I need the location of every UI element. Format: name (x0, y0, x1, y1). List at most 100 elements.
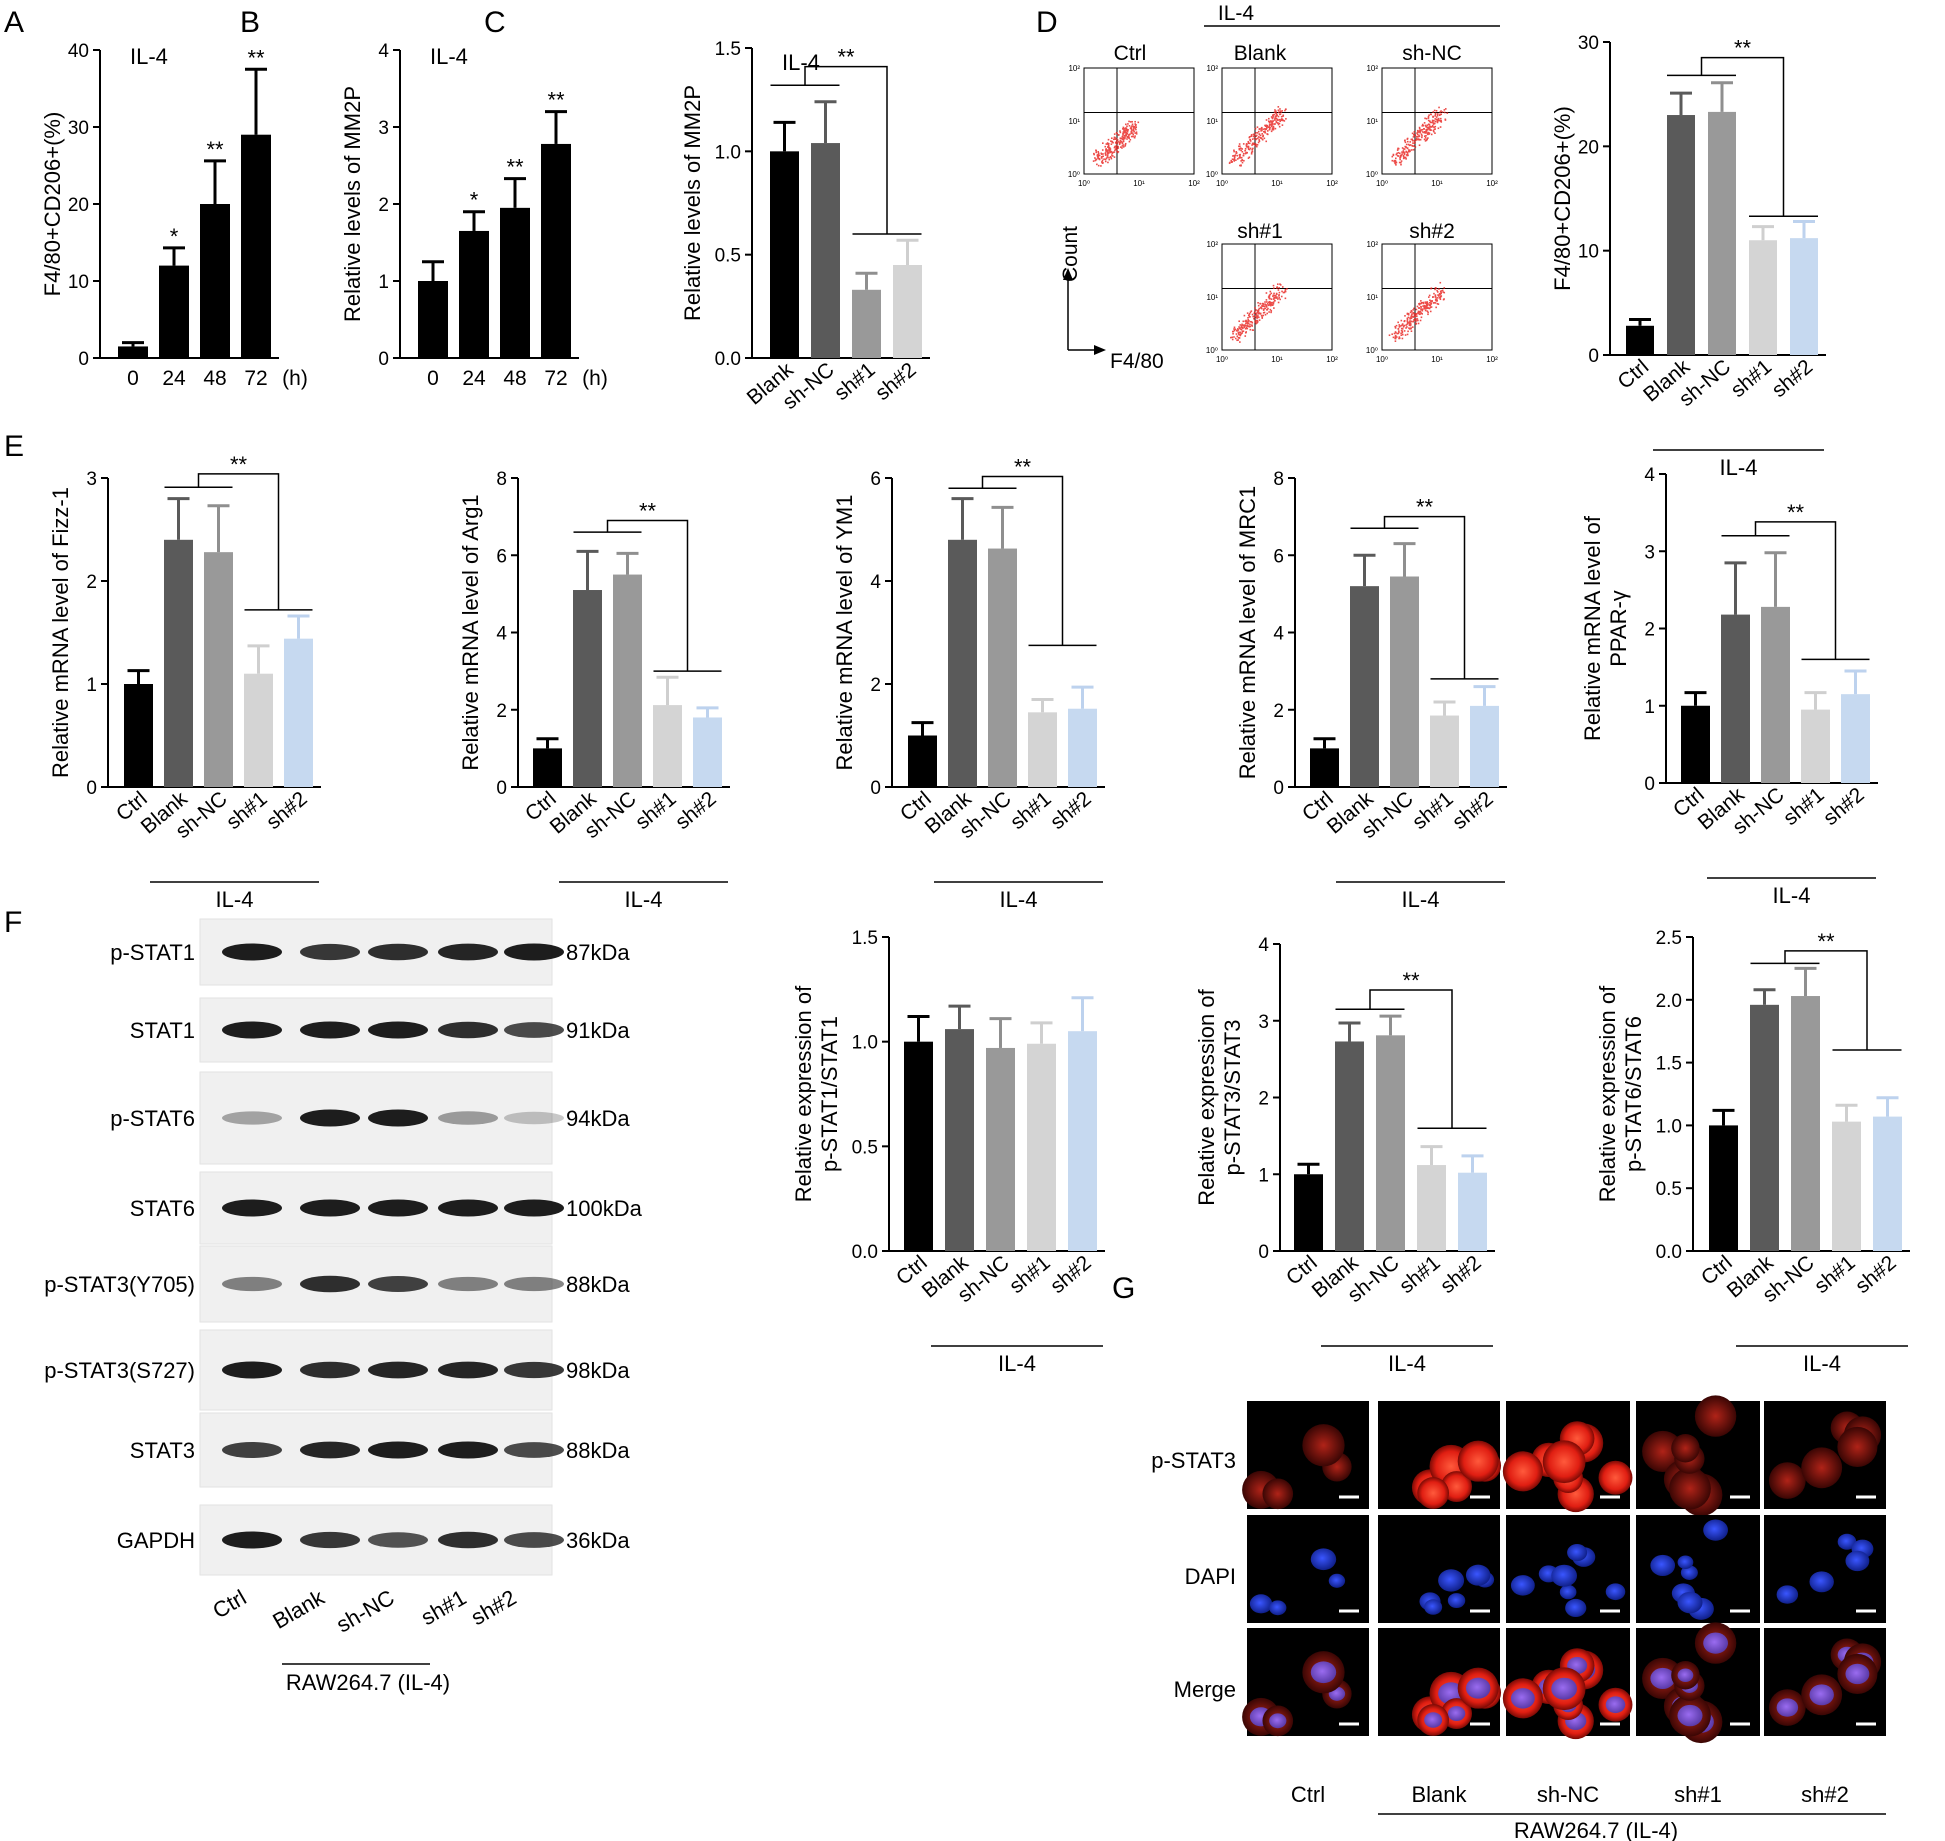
bar (1721, 614, 1750, 783)
nucleus (1465, 1564, 1491, 1586)
bar (1873, 1116, 1902, 1251)
blot-band (438, 1276, 498, 1292)
y-axis-label: p-STAT6/STAT6 (1621, 1016, 1646, 1172)
group-label: IL-4 (1388, 1351, 1426, 1376)
y-tick-label: 0 (1258, 1242, 1269, 1263)
flow-y-tick: 10² (1366, 240, 1378, 249)
blot-band (504, 1199, 564, 1217)
x-tick-label: sh#2 (1851, 1251, 1901, 1298)
bar (541, 143, 571, 358)
group-label: IL-4 (1773, 883, 1811, 908)
flow-x-tick: 10⁰ (1216, 179, 1228, 188)
x-tick-label: sh#1 (1408, 787, 1458, 834)
flow-x-tick: 10² (1326, 355, 1338, 364)
significance-star: ** (1734, 36, 1752, 61)
if-col-label: sh-NC (1537, 1782, 1599, 1807)
y-tick-label: 6 (870, 469, 881, 490)
bracket-top (606, 519, 689, 672)
immunofluorescence-panel: Ctrl Blank sh-NC sh#1 sh#2 p-STAT3 DAPI Merge RA… (1151, 1395, 1886, 1841)
blot-band (222, 1021, 282, 1039)
flow-y-tick: 10¹ (1068, 117, 1080, 126)
flow-x-tick: 10⁰ (1216, 355, 1228, 364)
y-axis-label: p-STAT1/STAT1 (817, 1016, 842, 1172)
plot-frame (1083, 67, 1195, 175)
f480-arrow-head (1094, 345, 1106, 355)
significance-star: ** (247, 45, 265, 70)
y-tick-label: 4 (1644, 465, 1655, 486)
bar (1801, 709, 1830, 783)
bar (1294, 1174, 1323, 1251)
y-tick-label: 2 (1273, 701, 1284, 722)
bar (988, 548, 1017, 787)
y-tick-label: 10 (68, 272, 89, 293)
flow-y-tick: 10⁰ (1366, 346, 1378, 355)
blot-band (438, 1441, 498, 1459)
blot-band (300, 1021, 360, 1039)
flow-x-tick: 10⁰ (1376, 179, 1388, 188)
kda-label: 100kDa (566, 1196, 643, 1221)
nucleus (1680, 1565, 1698, 1580)
flow-cytometry-panel: IL-4 10⁰10⁰10¹10¹10²10²Ctrl10⁰10⁰10¹10¹1… (1059, 2, 1500, 373)
panel-letter-c: C (484, 6, 506, 39)
nucleus (1845, 1663, 1870, 1685)
raw-group-label: RAW264.7 (IL-4) (286, 1670, 450, 1695)
if-tile (1764, 1401, 1886, 1509)
nucleus (1269, 1600, 1287, 1616)
blot-band (300, 1361, 360, 1379)
if-row-label: Merge (1174, 1677, 1236, 1702)
y-tick-label: 1 (86, 675, 97, 696)
y-axis-label: Relative mRNA level of Fizz-1 (48, 487, 73, 778)
blot-band (504, 1361, 564, 1379)
chart-f3: 0.0 0.5 1.0 1.5 2.0 2.5 Relative expression of… (1595, 928, 1910, 1376)
y-tick-label: 3 (378, 118, 389, 139)
bracket-top (1784, 950, 1868, 1051)
panel-letter-g: G (1112, 1272, 1135, 1305)
y-tick-label: 2 (378, 195, 389, 216)
blot-band (300, 1275, 360, 1293)
if-tile (1506, 1515, 1630, 1623)
flow-y-tick: 10² (1206, 64, 1218, 73)
flow-x-tick: 10⁰ (1078, 179, 1090, 188)
if-row-label: DAPI (1185, 1564, 1236, 1589)
if-tile (1378, 1515, 1500, 1623)
flow-y-tick: 10⁰ (1366, 170, 1378, 179)
bar (1027, 1043, 1056, 1251)
inset-label: IL-4 (430, 44, 468, 69)
scatter-points (1228, 106, 1287, 167)
bar (124, 684, 153, 787)
y-axis-label: Relative mRNA level of (1580, 515, 1605, 741)
flow-y-tick: 10² (1068, 64, 1080, 73)
protein-label: STAT3 (130, 1438, 195, 1463)
cell-signal (1542, 1440, 1586, 1484)
plot-frame (1381, 243, 1493, 351)
nucleus (1809, 1684, 1834, 1706)
blot-band (504, 943, 564, 961)
nucleus (1565, 1598, 1587, 1618)
blot-row: STAT1 91kDa (130, 997, 630, 1063)
chart-f2: 0 1 2 3 4 Relative expression of p-STAT3/STAT3… (1194, 935, 1495, 1376)
bar (1709, 1125, 1738, 1251)
blot-band (368, 943, 428, 961)
y-axis-label: Relative expression of (1595, 985, 1620, 1202)
y-tick-label: 2 (870, 675, 881, 696)
x-tick-label: sh#2 (871, 358, 921, 405)
bracket-top (804, 65, 888, 234)
bar (1310, 748, 1339, 787)
blot-band (368, 1276, 428, 1292)
bar (1458, 1172, 1487, 1251)
x-tick-label: 72 (244, 367, 267, 390)
significance-star: ** (1817, 929, 1835, 954)
if-tile (1636, 1395, 1760, 1517)
bar (613, 574, 642, 787)
blot-band (222, 1111, 282, 1125)
y-tick-label: 2 (1644, 620, 1655, 641)
bar (244, 673, 273, 787)
flow-x-tick: 10² (1326, 179, 1338, 188)
bar (284, 638, 313, 787)
bar (904, 1041, 933, 1251)
nucleus (1510, 1575, 1535, 1596)
protein-label: p-STAT1 (110, 940, 195, 965)
flow-x-tick: 10² (1188, 179, 1200, 188)
